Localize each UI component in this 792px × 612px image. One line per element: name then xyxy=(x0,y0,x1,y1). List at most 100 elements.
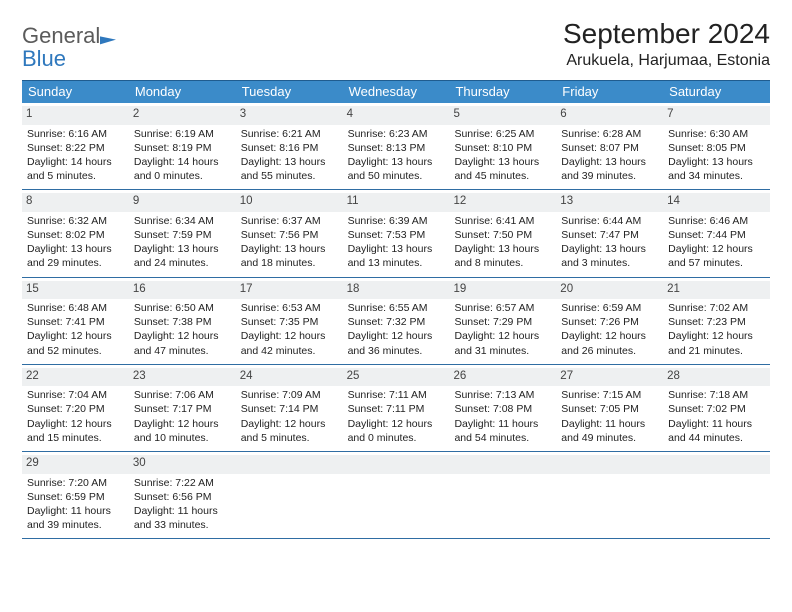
day-cell: 26Sunrise: 7:13 AMSunset: 7:08 PMDayligh… xyxy=(449,365,556,451)
day-number xyxy=(236,455,343,474)
daylight-line: Daylight: 11 hours and 44 minutes. xyxy=(668,417,765,445)
day-body: Sunrise: 7:09 AMSunset: 7:14 PMDaylight:… xyxy=(241,388,338,445)
month-title: September 2024 xyxy=(563,18,770,50)
day-body: Sunrise: 6:41 AMSunset: 7:50 PMDaylight:… xyxy=(454,214,551,271)
day-number: 3 xyxy=(236,106,343,125)
sunrise-line: Sunrise: 6:44 AM xyxy=(561,214,658,228)
sunrise-line: Sunrise: 6:41 AM xyxy=(454,214,551,228)
day-cell: 7 Sunrise: 6:30 AMSunset: 8:05 PMDaylight… xyxy=(663,103,770,189)
daylight-line: Daylight: 13 hours and 8 minutes. xyxy=(454,242,551,270)
sunset-line: Sunset: 8:07 PM xyxy=(561,141,658,155)
calendar: SundayMondayTuesdayWednesdayThursdayFrid… xyxy=(22,80,770,539)
daylight-line: Daylight: 11 hours and 54 minutes. xyxy=(454,417,551,445)
daylight-line: Daylight: 12 hours and 0 minutes. xyxy=(348,417,445,445)
sunset-line: Sunset: 7:26 PM xyxy=(561,315,658,329)
day-number: 21 xyxy=(663,281,770,300)
daylight-line: Daylight: 14 hours and 5 minutes. xyxy=(27,155,124,183)
day-body: Sunrise: 6:34 AMSunset: 7:59 PMDaylight:… xyxy=(134,214,231,271)
day-number: 24 xyxy=(236,368,343,387)
day-cell xyxy=(343,452,450,538)
day-body: Sunrise: 6:57 AMSunset: 7:29 PMDaylight:… xyxy=(454,301,551,358)
day-cell: 25Sunrise: 7:11 AMSunset: 7:11 PMDayligh… xyxy=(343,365,450,451)
sunset-line: Sunset: 7:47 PM xyxy=(561,228,658,242)
sunrise-line: Sunrise: 6:23 AM xyxy=(348,127,445,141)
daylight-line: Daylight: 13 hours and 29 minutes. xyxy=(27,242,124,270)
day-number: 5 xyxy=(449,106,556,125)
sunrise-line: Sunrise: 6:57 AM xyxy=(454,301,551,315)
sunset-line: Sunset: 7:14 PM xyxy=(241,402,338,416)
sunrise-line: Sunrise: 7:09 AM xyxy=(241,388,338,402)
day-body: Sunrise: 7:15 AMSunset: 7:05 PMDaylight:… xyxy=(561,388,658,445)
day-body: Sunrise: 6:21 AMSunset: 8:16 PMDaylight:… xyxy=(241,127,338,184)
sunrise-line: Sunrise: 6:59 AM xyxy=(561,301,658,315)
daylight-line: Daylight: 13 hours and 24 minutes. xyxy=(134,242,231,270)
sunset-line: Sunset: 7:17 PM xyxy=(134,402,231,416)
day-cell: 15Sunrise: 6:48 AMSunset: 7:41 PMDayligh… xyxy=(22,278,129,364)
daylight-line: Daylight: 12 hours and 26 minutes. xyxy=(561,329,658,357)
day-cell: 29Sunrise: 7:20 AMSunset: 6:59 PMDayligh… xyxy=(22,452,129,538)
week-row: 29Sunrise: 7:20 AMSunset: 6:59 PMDayligh… xyxy=(22,452,770,539)
sunset-line: Sunset: 7:56 PM xyxy=(241,228,338,242)
day-cell: 5Sunrise: 6:25 AMSunset: 8:10 PMDaylight… xyxy=(449,103,556,189)
location-text: Arukuela, Harjumaa, Estonia xyxy=(563,52,770,70)
day-cell: 1Sunrise: 6:16 AMSunset: 8:22 PMDaylight… xyxy=(22,103,129,189)
day-body: Sunrise: 7:13 AMSunset: 7:08 PMDaylight:… xyxy=(454,388,551,445)
daylight-line: Daylight: 12 hours and 36 minutes. xyxy=(348,329,445,357)
week-row: 22Sunrise: 7:04 AMSunset: 7:20 PMDayligh… xyxy=(22,365,770,452)
day-number: 16 xyxy=(129,281,236,300)
day-number: 7 xyxy=(663,106,770,125)
sunrise-line: Sunrise: 6:53 AM xyxy=(241,301,338,315)
daylight-line: Daylight: 12 hours and 52 minutes. xyxy=(27,329,124,357)
dow-label: Friday xyxy=(556,81,663,103)
logo-shape-icon xyxy=(100,34,116,45)
sunrise-line: Sunrise: 6:39 AM xyxy=(348,214,445,228)
sunrise-line: Sunrise: 6:30 AM xyxy=(668,127,765,141)
day-body: Sunrise: 6:50 AMSunset: 7:38 PMDaylight:… xyxy=(134,301,231,358)
daylight-line: Daylight: 13 hours and 34 minutes. xyxy=(668,155,765,183)
day-cell: 2Sunrise: 6:19 AMSunset: 8:19 PMDaylight… xyxy=(129,103,236,189)
day-number: 22 xyxy=(22,368,129,387)
day-cell: 10Sunrise: 6:37 AMSunset: 7:56 PMDayligh… xyxy=(236,190,343,276)
sunrise-line: Sunrise: 7:02 AM xyxy=(668,301,765,315)
sunset-line: Sunset: 8:05 PM xyxy=(668,141,765,155)
sunrise-line: Sunrise: 6:21 AM xyxy=(241,127,338,141)
dow-row: SundayMondayTuesdayWednesdayThursdayFrid… xyxy=(22,81,770,103)
daylight-line: Daylight: 12 hours and 57 minutes. xyxy=(668,242,765,270)
dow-label: Sunday xyxy=(22,81,129,103)
daylight-line: Daylight: 12 hours and 15 minutes. xyxy=(27,417,124,445)
sunrise-line: Sunrise: 6:46 AM xyxy=(668,214,765,228)
sunrise-line: Sunrise: 6:48 AM xyxy=(27,301,124,315)
day-cell: 8Sunrise: 6:32 AMSunset: 8:02 PMDaylight… xyxy=(22,190,129,276)
sunset-line: Sunset: 7:38 PM xyxy=(134,315,231,329)
dow-label: Thursday xyxy=(449,81,556,103)
daylight-line: Daylight: 11 hours and 39 minutes. xyxy=(27,504,124,532)
day-cell: 4Sunrise: 6:23 AMSunset: 8:13 PMDaylight… xyxy=(343,103,450,189)
day-body: Sunrise: 7:02 AMSunset: 7:23 PMDaylight:… xyxy=(668,301,765,358)
sunrise-line: Sunrise: 7:11 AM xyxy=(348,388,445,402)
daylight-line: Daylight: 12 hours and 42 minutes. xyxy=(241,329,338,357)
day-body: Sunrise: 6:48 AMSunset: 7:41 PMDaylight:… xyxy=(27,301,124,358)
sunrise-line: Sunrise: 7:20 AM xyxy=(27,476,124,490)
sunrise-line: Sunrise: 6:25 AM xyxy=(454,127,551,141)
sunset-line: Sunset: 7:02 PM xyxy=(668,402,765,416)
sunset-line: Sunset: 8:13 PM xyxy=(348,141,445,155)
day-cell: 6Sunrise: 6:28 AMSunset: 8:07 PMDaylight… xyxy=(556,103,663,189)
day-number xyxy=(343,455,450,474)
sunrise-line: Sunrise: 7:04 AM xyxy=(27,388,124,402)
sunrise-line: Sunrise: 6:50 AM xyxy=(134,301,231,315)
day-number: 8 xyxy=(22,193,129,212)
sunset-line: Sunset: 7:23 PM xyxy=(668,315,765,329)
header-row: General Blue September 2024 Arukuela, Ha… xyxy=(22,18,770,70)
day-number: 26 xyxy=(449,368,556,387)
dow-label: Saturday xyxy=(663,81,770,103)
day-number: 4 xyxy=(343,106,450,125)
sunset-line: Sunset: 8:16 PM xyxy=(241,141,338,155)
day-body: Sunrise: 7:11 AMSunset: 7:11 PMDaylight:… xyxy=(348,388,445,445)
daylight-line: Daylight: 13 hours and 13 minutes. xyxy=(348,242,445,270)
day-body: Sunrise: 7:20 AMSunset: 6:59 PMDaylight:… xyxy=(27,476,124,533)
day-cell: 22Sunrise: 7:04 AMSunset: 7:20 PMDayligh… xyxy=(22,365,129,451)
sunset-line: Sunset: 7:59 PM xyxy=(134,228,231,242)
day-body: Sunrise: 7:22 AMSunset: 6:56 PMDaylight:… xyxy=(134,476,231,533)
sunset-line: Sunset: 7:41 PM xyxy=(27,315,124,329)
day-cell: 16Sunrise: 6:50 AMSunset: 7:38 PMDayligh… xyxy=(129,278,236,364)
